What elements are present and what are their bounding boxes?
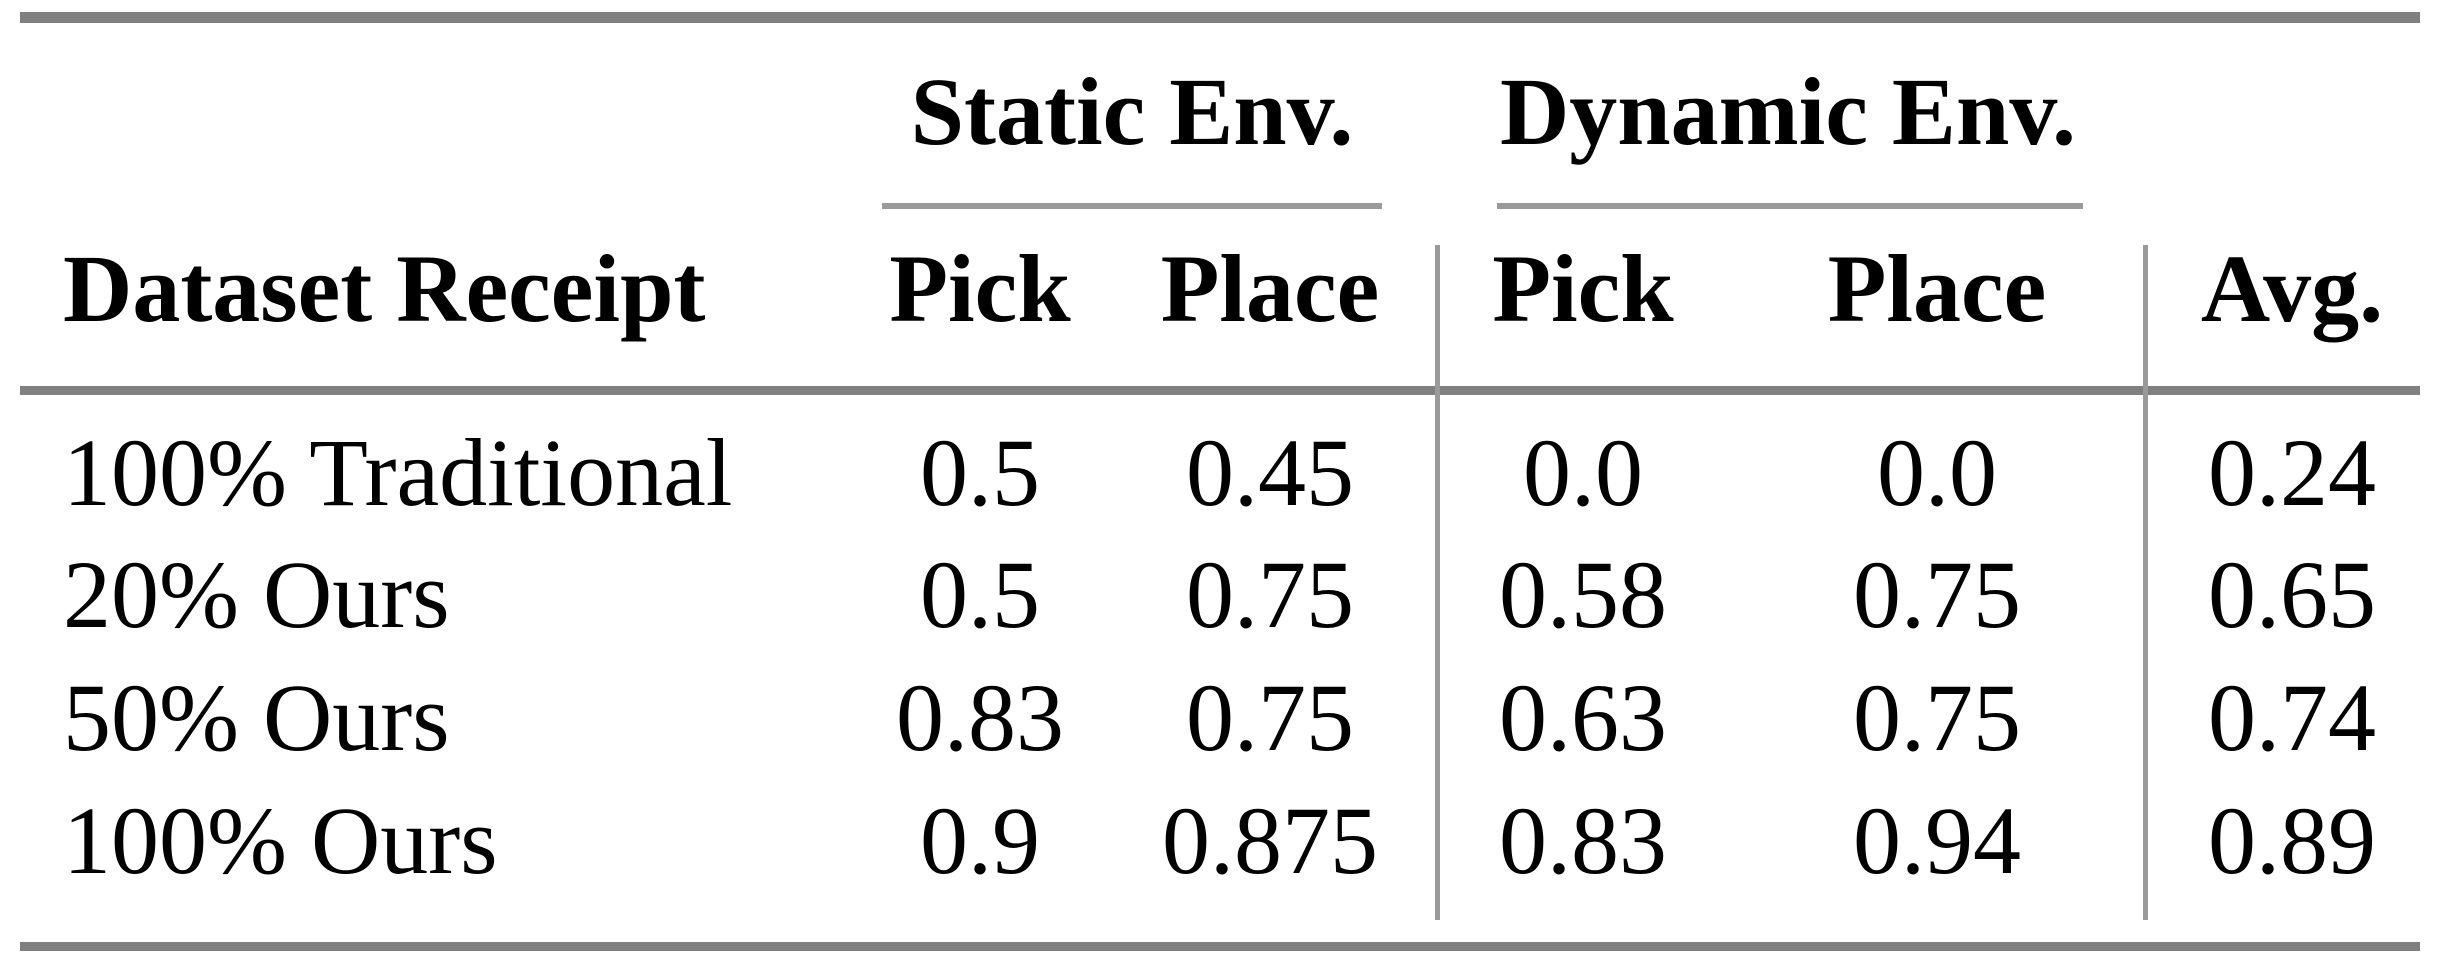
row-label: 20% Ours	[63, 541, 450, 648]
row-label: 50% Ours	[63, 664, 450, 771]
cell-value: 0.94	[1853, 787, 2021, 894]
cell-value: 0.74	[2208, 664, 2376, 771]
cell-value: 0.58	[1499, 541, 1667, 648]
table-top-rule	[20, 12, 2420, 23]
row-label: 100% Traditional	[63, 419, 733, 526]
cell-value: 0.75	[1186, 541, 1354, 648]
cell-value: 0.65	[2208, 541, 2376, 648]
cell-value: 0.75	[1853, 664, 2021, 771]
cell-value: 0.83	[1499, 787, 1667, 894]
group-header-static-env: Static Env.	[910, 58, 1354, 165]
cell-value: 0.5	[920, 419, 1040, 526]
group-header-dynamic-env: Dynamic Env.	[1499, 58, 2077, 165]
cell-value: 0.63	[1499, 664, 1667, 771]
dynamic-env-cmidrule	[1497, 203, 2083, 209]
column-header-dynamic-place: Place	[1827, 235, 2047, 342]
cell-value: 0.89	[2208, 787, 2376, 894]
cell-value: 0.0	[1523, 419, 1643, 526]
cell-value: 0.83	[896, 664, 1064, 771]
static-env-cmidrule	[882, 203, 1382, 209]
row-label: 100% Ours	[63, 787, 498, 894]
table-header-rule	[20, 386, 2420, 395]
column-header-dataset-receipt: Dataset Receipt	[63, 235, 706, 342]
column-header-static-place: Place	[1160, 235, 1380, 342]
cell-value: 0.5	[920, 541, 1040, 648]
cell-value: 0.875	[1162, 787, 1378, 894]
column-header-static-pick: Pick	[889, 235, 1071, 342]
column-header-dynamic-pick: Pick	[1492, 235, 1674, 342]
cell-value: 0.0	[1877, 419, 1997, 526]
cell-value: 0.45	[1186, 419, 1354, 526]
vertical-divider-dynamic-avg	[2143, 245, 2148, 920]
vertical-divider-static-dynamic	[1435, 245, 1440, 920]
cell-value: 0.75	[1186, 664, 1354, 771]
column-header-avg: Avg.	[2200, 235, 2384, 342]
cell-value: 0.75	[1853, 541, 2021, 648]
cell-value: 0.24	[2208, 419, 2376, 526]
cell-value: 0.9	[920, 787, 1040, 894]
table-bottom-rule	[20, 942, 2420, 951]
